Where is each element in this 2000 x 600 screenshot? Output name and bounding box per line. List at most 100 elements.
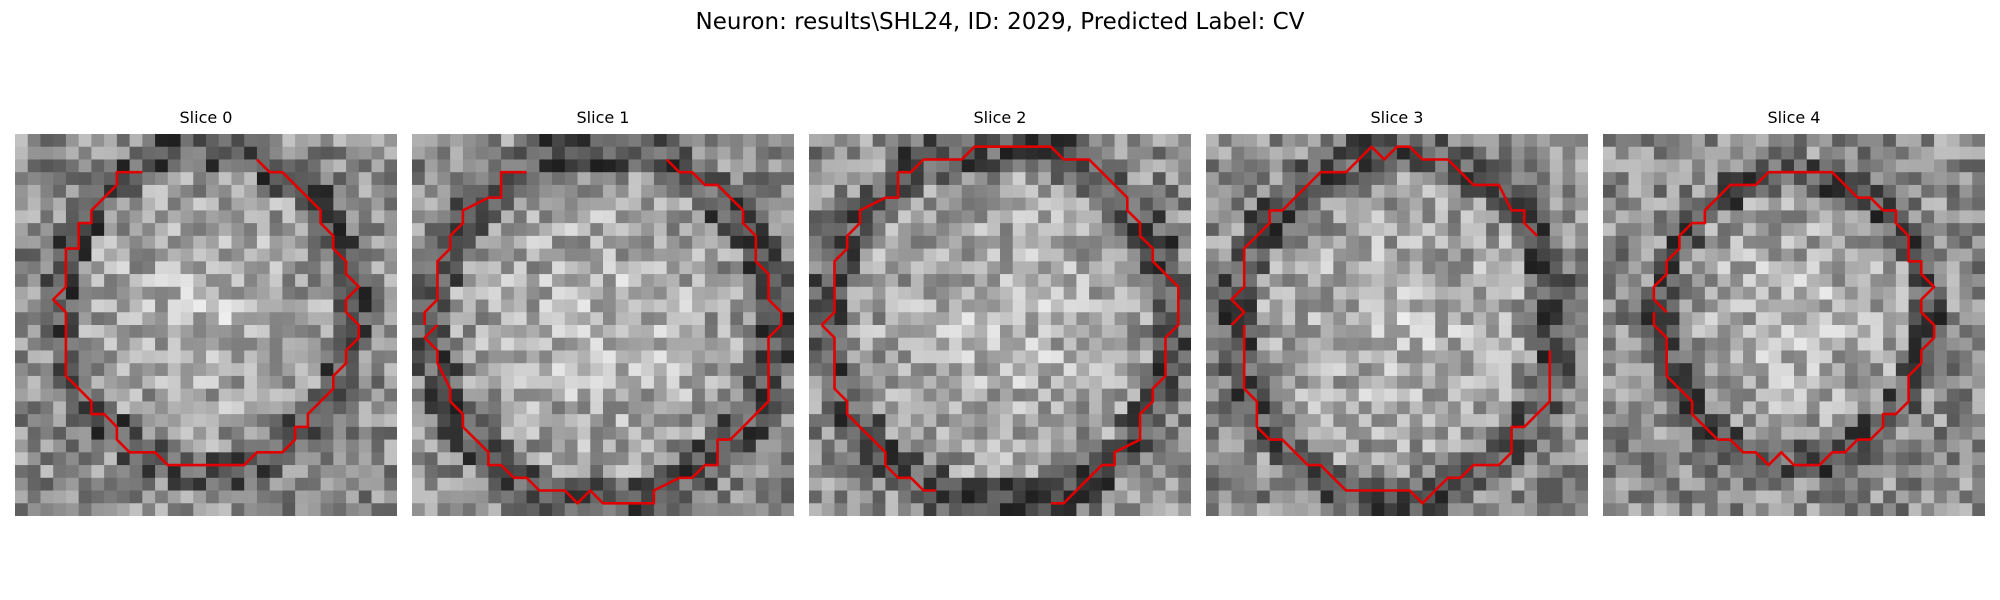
pixel-cell (692, 184, 706, 199)
pixel-cell (193, 197, 207, 211)
pixel-cell (231, 439, 245, 453)
pixel-cell (809, 337, 823, 352)
pixel-cell (244, 286, 258, 301)
pixel-cell (1012, 325, 1027, 339)
pixel-cell (1653, 388, 1668, 402)
pixel-cell (1524, 401, 1538, 415)
pixel-cell (1717, 235, 1731, 250)
pixel-cell (424, 235, 439, 250)
pixel-cell (371, 235, 385, 250)
pixel-cell (1346, 134, 1360, 148)
pixel-cell (180, 363, 194, 377)
pixel-cell (91, 223, 105, 237)
pixel-cell (847, 261, 861, 275)
pixel-cell (1819, 439, 1833, 453)
pixel-cell (256, 477, 271, 492)
pixel-cell (1218, 401, 1233, 415)
pixel-cell (1781, 248, 1795, 262)
pixel-cell (91, 337, 105, 352)
pixel-cell (1921, 235, 1935, 250)
pixel-cell (653, 426, 668, 441)
pixel-cell (244, 274, 258, 288)
pixel-cell (231, 388, 245, 402)
pixel-cell (768, 439, 782, 453)
pixel-cell (1832, 337, 1846, 352)
pixel-cell (1140, 350, 1154, 364)
pixel-cell (1934, 248, 1948, 262)
pixel-cell (1549, 274, 1564, 288)
pixel-cell (898, 197, 912, 211)
pixel-cell (15, 159, 29, 173)
slice-image (1603, 134, 1985, 516)
pixel-cell (1282, 452, 1296, 466)
pixel-cell (424, 477, 439, 492)
pixel-cell (1511, 439, 1525, 453)
pixel-cell (1832, 439, 1846, 453)
pixel-cell (1781, 426, 1795, 441)
pixel-cell (1679, 337, 1693, 352)
pixel-cell (1089, 477, 1103, 492)
pixel-cell (167, 134, 182, 148)
pixel-cell (142, 426, 156, 441)
pixel-cell (834, 299, 848, 313)
pixel-cell (564, 184, 579, 199)
pixel-cell (949, 388, 963, 402)
pixel-cell (1603, 477, 1617, 492)
pixel-cell (1295, 159, 1309, 173)
pixel-cell (1409, 503, 1424, 516)
pixel-cell (1206, 350, 1220, 364)
pixel-cell (949, 337, 963, 352)
pixel-cell (615, 490, 630, 504)
pixel-cell (206, 134, 220, 148)
pixel-cell (1895, 426, 1910, 441)
pixel-cell (577, 159, 591, 173)
pixel-cell (180, 299, 194, 313)
pixel-cell (755, 197, 770, 211)
pixel-cell (40, 197, 54, 211)
pixel-cell (821, 159, 836, 173)
pixel-cell (1603, 248, 1617, 262)
pixel-cell (1806, 134, 1821, 148)
pixel-cell (666, 503, 680, 516)
pixel-cell (282, 465, 296, 479)
pixel-cell (692, 477, 706, 492)
pixel-cell (1575, 477, 1588, 492)
pixel-cell (1269, 159, 1283, 173)
pixel-cell (1755, 210, 1770, 224)
pixel-cell (615, 197, 630, 211)
pixel-cell (65, 312, 80, 326)
pixel-cell (526, 337, 540, 352)
pixel-cell (1333, 248, 1347, 262)
pixel-cell (371, 286, 385, 301)
pixel-cell (53, 274, 67, 288)
pixel-cell (1063, 235, 1077, 250)
pixel-cell (244, 490, 258, 504)
pixel-cell (641, 325, 655, 339)
pixel-cell (1320, 452, 1334, 466)
pixel-cell (1038, 363, 1052, 377)
pixel-cell (1384, 375, 1398, 390)
pixel-cell (1038, 197, 1052, 211)
pixel-cell (218, 375, 233, 390)
pixel-cell (450, 477, 464, 492)
pixel-cell (1038, 350, 1052, 364)
pixel-cell (1870, 350, 1884, 364)
pixel-cell (910, 325, 925, 339)
pixel-cell (27, 299, 42, 313)
pixel-cell (1152, 210, 1167, 224)
pixel-cell (1384, 286, 1398, 301)
pixel-cell (1076, 159, 1090, 173)
pixel-cell (1498, 439, 1513, 453)
pixel-cell (1165, 299, 1179, 313)
pixel-cell (936, 375, 950, 390)
pixel-cell (1832, 286, 1846, 301)
pixel-cell (346, 388, 360, 402)
pixel-cell (501, 210, 515, 224)
pixel-cell (1562, 363, 1576, 377)
pixel-cell (1256, 465, 1271, 479)
pixel-cell (1447, 452, 1462, 466)
pixel-cell (358, 286, 373, 301)
pixel-cell (1857, 388, 1871, 402)
pixel-cell (1946, 465, 1961, 479)
pixel-cell (437, 426, 451, 441)
